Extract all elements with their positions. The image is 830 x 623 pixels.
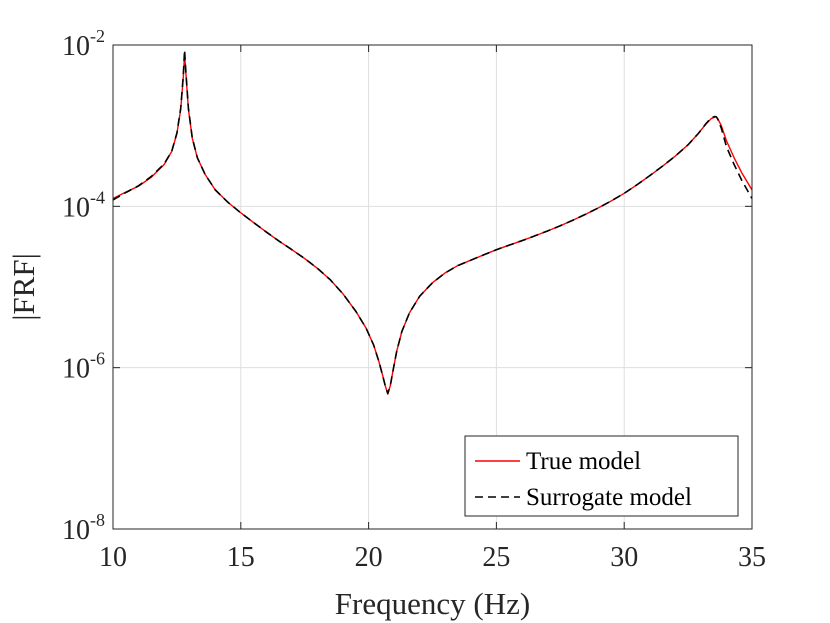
x-tick-label: 10 — [99, 542, 127, 573]
x-tick-label: 25 — [482, 542, 510, 573]
x-axis-label: Frequency (Hz) — [335, 586, 530, 621]
y-tick-exponent: -8 — [90, 510, 105, 530]
y-tick-base: 10 — [62, 354, 90, 385]
series-lines — [112, 49, 753, 395]
y-axis-label: |FRF| — [6, 253, 41, 321]
y-tick-base: 10 — [62, 31, 90, 62]
x-tick-labels: 10 15 20 25 30 35 — [99, 542, 766, 573]
legend: True model Surrogate model — [464, 435, 739, 517]
y-tick-label: 10-2 — [62, 26, 105, 62]
grid — [113, 45, 752, 529]
series-line-2 — [112, 49, 753, 395]
y-tick-exponent: -2 — [90, 26, 105, 46]
series-line-1 — [112, 53, 753, 395]
axes-box — [112, 44, 753, 530]
x-tick-label: 20 — [355, 542, 383, 573]
y-tick-labels: 10-810-610-410-2 — [62, 26, 105, 546]
y-tick-base: 10 — [62, 192, 90, 223]
legend-label-1: True model — [526, 448, 641, 475]
ticks — [112, 44, 753, 530]
y-tick-base: 10 — [62, 515, 90, 546]
legend-label-2: Surrogate model — [526, 484, 692, 511]
legend-box — [464, 435, 739, 517]
x-tick-label: 30 — [610, 542, 638, 573]
x-tick-label: 35 — [738, 542, 766, 573]
y-tick-label: 10-6 — [62, 349, 105, 385]
y-tick-exponent: -6 — [90, 349, 105, 369]
y-tick-label: 10-4 — [62, 187, 105, 223]
y-tick-label: 10-8 — [62, 510, 105, 546]
y-tick-exponent: -4 — [90, 187, 105, 207]
x-tick-label: 15 — [227, 542, 255, 573]
